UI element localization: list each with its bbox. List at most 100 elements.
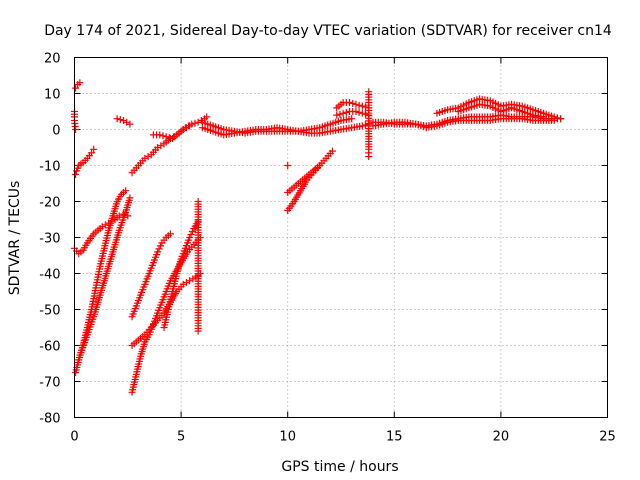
data-point — [139, 157, 147, 165]
data-point — [82, 333, 90, 341]
data-point — [292, 127, 300, 135]
data-point — [152, 319, 160, 327]
data-point — [164, 232, 172, 240]
data-point — [179, 126, 187, 133]
data-point — [526, 110, 534, 118]
data-point — [553, 114, 561, 122]
data-point — [557, 115, 565, 123]
chart-title: Day 174 of 2021, Sidereal Day-to-day VTE… — [44, 23, 612, 39]
series-s22 — [365, 88, 373, 160]
data-point — [165, 134, 173, 142]
data-point — [153, 131, 161, 139]
data-point — [177, 283, 185, 291]
data-point — [102, 272, 110, 280]
data-point — [358, 102, 366, 110]
data-point — [91, 287, 99, 295]
data-point — [324, 121, 332, 129]
series-s9 — [149, 113, 211, 142]
data-point — [193, 220, 201, 228]
series-s17 — [284, 147, 336, 214]
series-s18 — [284, 162, 324, 196]
data-point — [333, 111, 341, 119]
data-point — [362, 103, 370, 111]
data-point — [123, 118, 131, 126]
data-point — [131, 305, 139, 313]
data-point — [113, 115, 121, 123]
data-point — [139, 333, 147, 340]
x-tick-label: 15 — [386, 430, 403, 445]
data-point — [74, 358, 82, 366]
series-s14 — [194, 198, 202, 335]
y-tick-label: -30 — [39, 232, 60, 247]
data-point — [548, 112, 556, 120]
data-point — [228, 130, 236, 138]
data-point — [180, 247, 188, 255]
data-point — [238, 128, 246, 136]
data-point — [281, 125, 289, 133]
data-point — [74, 164, 82, 172]
y-tick-label: 0 — [52, 124, 60, 139]
series-s13 — [160, 217, 202, 331]
data-point — [377, 121, 385, 129]
data-point — [334, 126, 342, 134]
data-point — [112, 200, 120, 208]
y-tick-label: 20 — [44, 52, 61, 67]
grid-lines — [74, 57, 608, 418]
data-point — [206, 126, 214, 134]
x-tick-label: 0 — [70, 430, 78, 445]
data-point — [185, 122, 193, 130]
y-tick-label: -10 — [39, 160, 60, 175]
data-point — [77, 160, 85, 168]
data-point — [108, 250, 116, 258]
data-point — [152, 146, 160, 154]
data-point — [516, 107, 524, 115]
data-point — [537, 112, 545, 120]
data-point — [89, 315, 97, 323]
data-point — [355, 108, 363, 116]
data-point — [115, 229, 123, 237]
data-point — [159, 132, 167, 140]
data-point — [342, 108, 350, 116]
data-point — [77, 248, 85, 256]
series-s25 — [433, 95, 565, 123]
data-point — [326, 150, 334, 157]
data-point — [324, 128, 332, 136]
data-point — [148, 261, 156, 269]
data-point — [362, 121, 370, 129]
data-point — [140, 340, 148, 348]
data-point — [162, 133, 170, 141]
data-point — [176, 258, 184, 265]
data-point — [104, 229, 112, 237]
data-point — [191, 119, 199, 127]
series-s10 — [128, 234, 204, 396]
data-point — [355, 101, 363, 109]
series-s7 — [113, 115, 134, 128]
series-s24 — [369, 115, 558, 132]
series-s1 — [72, 145, 98, 178]
data-point — [120, 189, 128, 196]
data-point — [120, 117, 128, 124]
x-tick-label: 25 — [599, 430, 616, 445]
data-point — [188, 243, 196, 251]
data-point — [430, 122, 438, 130]
data-point — [186, 277, 194, 285]
axis-ticks: 0 5 10 15 20 25 -80 -70 -60 -50 -40 -30 -20 -10 0 10 20 — [39, 52, 616, 445]
data-point — [409, 120, 417, 128]
data-point — [352, 100, 360, 108]
data-point — [172, 272, 180, 280]
data-point — [339, 109, 347, 117]
data-point — [76, 79, 84, 87]
data-point — [294, 180, 302, 187]
data-point — [334, 117, 342, 125]
data-point — [136, 355, 144, 363]
series-s2 — [72, 79, 84, 92]
data-point — [140, 283, 148, 291]
data-points — [71, 79, 565, 396]
data-point — [156, 242, 164, 250]
y-tick-label: -70 — [39, 376, 60, 391]
data-point — [124, 212, 132, 220]
plot-frame — [74, 57, 608, 418]
data-point — [284, 162, 292, 169]
data-point — [81, 156, 89, 164]
